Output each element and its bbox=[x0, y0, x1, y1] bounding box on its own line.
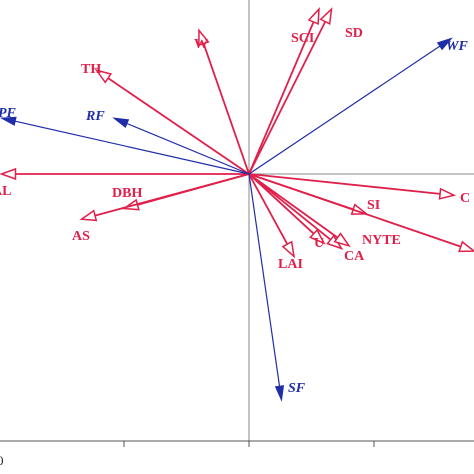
species-vector-lai-head bbox=[281, 240, 296, 259]
species-vector-lai bbox=[248, 173, 289, 245]
x-axis: 0 bbox=[0, 440, 474, 468]
species-label-c: C bbox=[460, 191, 470, 206]
reference-lines bbox=[0, 0, 474, 441]
species-vector-as bbox=[94, 173, 250, 217]
species-label-th: TH bbox=[81, 62, 101, 77]
species-vector-u bbox=[248, 173, 315, 235]
species-vector-u-head bbox=[309, 228, 326, 245]
env-vector-pf bbox=[15, 120, 250, 175]
species-label-si: SI bbox=[367, 198, 380, 213]
species-label-u: U bbox=[314, 236, 324, 251]
species-label-w: W bbox=[194, 37, 208, 52]
vector-arrows bbox=[0, 7, 474, 402]
species-vector-sd-head bbox=[319, 7, 333, 25]
species-vector-unlabeled-head bbox=[458, 240, 474, 253]
species-label-sci: SCI bbox=[291, 31, 314, 46]
species-label-nyte: NYTE bbox=[362, 233, 401, 248]
species-vector-c bbox=[248, 173, 441, 195]
species-label-dbh: DBH bbox=[112, 186, 142, 201]
env-label-sf: SF bbox=[288, 381, 306, 396]
species-vector-as-head bbox=[79, 209, 98, 222]
species-vector-ca bbox=[248, 173, 332, 241]
species-vector-al-head bbox=[0, 167, 17, 181]
species-label-as: AS bbox=[72, 229, 90, 244]
species-vector-sd bbox=[248, 21, 327, 175]
species-label-al: AL bbox=[0, 184, 11, 199]
env-vector-rf-head bbox=[112, 117, 130, 128]
env-vector-wf-head bbox=[436, 37, 454, 51]
species-label-lai: LAI bbox=[278, 257, 303, 272]
env-vector-sf-head bbox=[274, 385, 285, 402]
env-label-rf: RF bbox=[85, 109, 105, 124]
env-label-wf: WF bbox=[446, 39, 468, 54]
species-vector-th-head bbox=[94, 69, 113, 84]
species-vector-w-head bbox=[198, 28, 210, 47]
species-label-sd: SD bbox=[345, 26, 363, 41]
species-vector-w bbox=[202, 43, 250, 175]
env-vector-sf bbox=[248, 173, 281, 387]
y-axis-tick-label: 0 bbox=[0, 453, 4, 468]
species-label-ca: CA bbox=[344, 249, 365, 264]
env-vector-wf bbox=[248, 45, 441, 175]
env-vector-pf-head bbox=[0, 116, 17, 126]
species-vector-th bbox=[107, 77, 250, 175]
species-vector-c-head bbox=[438, 187, 457, 200]
species-vector-unlabeled bbox=[248, 173, 462, 248]
env-vector-rf bbox=[126, 122, 250, 175]
species-vector-nyte bbox=[248, 173, 339, 239]
env-label-pf: PF bbox=[0, 106, 17, 121]
species-vector-sci-head bbox=[307, 7, 320, 26]
species-vector-sci bbox=[248, 21, 315, 175]
species-vector-nyte-head bbox=[333, 232, 351, 248]
